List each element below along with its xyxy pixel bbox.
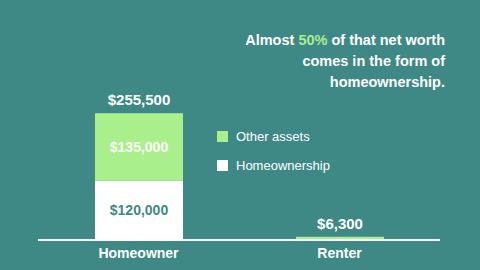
html-text:comes in the form of: comes in the form of <box>302 53 445 69</box>
svg-text:Homeowner: Homeowner <box>98 245 179 261</box>
html-text:Homeownership: Homeownership <box>236 158 330 173</box>
svg-text:$135,000: $135,000 <box>110 139 169 155</box>
svg-text:Renter: Renter <box>317 245 362 261</box>
html-text:Almost 50% of that net worth: Almost 50% of that net worth <box>245 32 445 48</box>
html-text:Other assets: Other assets <box>236 129 310 144</box>
svg-text:$120,000: $120,000 <box>110 202 169 218</box>
html-text:homeownership.: homeownership. <box>329 74 445 90</box>
svg-text:$6,300: $6,300 <box>317 215 363 232</box>
svg-text:$255,500: $255,500 <box>108 91 171 108</box>
